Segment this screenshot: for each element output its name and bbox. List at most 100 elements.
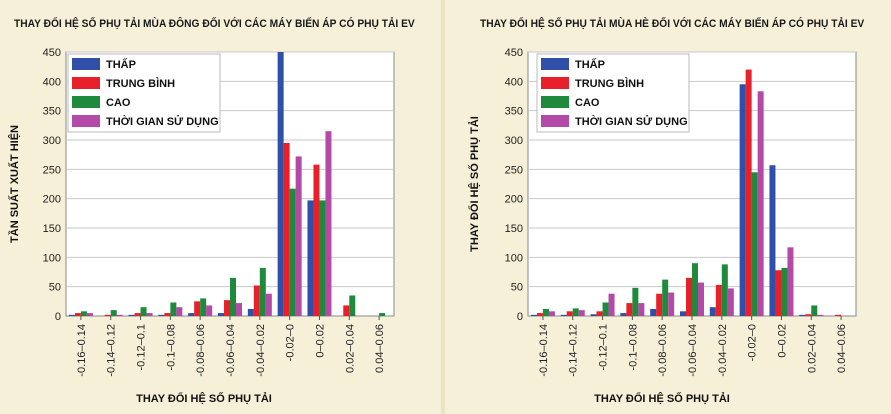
bar xyxy=(656,293,663,316)
bar xyxy=(560,314,567,316)
bar xyxy=(650,308,657,316)
bar xyxy=(548,311,555,316)
bar xyxy=(140,307,147,316)
bar xyxy=(572,308,579,316)
x-tick-label: 0.02–0.04 xyxy=(806,324,818,373)
bar xyxy=(295,156,302,316)
x-tick-label: -0.14–0.12 xyxy=(568,324,580,377)
y-axis-label: THAY ĐỔI HỆ SỐ PHỤ TẢI xyxy=(467,116,481,252)
bar xyxy=(319,200,326,316)
x-tick-label: 0.02–0.04 xyxy=(344,324,356,373)
bar xyxy=(110,310,117,316)
bar xyxy=(218,313,224,316)
bar xyxy=(68,314,75,316)
y-tick-label: 450 xyxy=(505,47,523,59)
y-tick-label: 0 xyxy=(517,311,523,323)
bar xyxy=(715,284,722,316)
bar xyxy=(638,303,645,316)
y-tick-label: 450 xyxy=(43,47,61,59)
bar xyxy=(343,305,350,316)
bar xyxy=(224,300,230,316)
bar xyxy=(811,305,818,316)
legend-label: CAO xyxy=(106,97,131,109)
bar xyxy=(128,314,135,316)
bar xyxy=(727,288,734,316)
y-tick-label: 400 xyxy=(43,76,61,88)
bar xyxy=(817,314,824,316)
bar xyxy=(590,314,597,316)
y-tick-label: 100 xyxy=(505,252,523,264)
bar xyxy=(709,307,716,316)
legend-label: CAO xyxy=(575,97,600,109)
bar xyxy=(116,314,123,316)
bar xyxy=(176,307,183,316)
legend-swatch xyxy=(541,96,569,108)
bar xyxy=(608,293,615,316)
y-tick-label: 250 xyxy=(505,164,523,176)
x-tick-label: -0.08–0.06 xyxy=(657,324,669,377)
bar xyxy=(164,313,171,316)
x-tick-label: -0.02–0 xyxy=(285,324,297,361)
x-tick-label: -0.08–0.06 xyxy=(195,324,207,377)
chart-panel-summer: THAY ĐỔI HỆ SỐ PHỤ TẢI MÙA HÈ ĐỐI VỚI CÁ… xyxy=(446,0,891,414)
bar xyxy=(668,292,675,316)
bar xyxy=(739,84,746,317)
x-tick-label: -0.06–0.04 xyxy=(687,324,699,377)
x-tick-label: -0.06–0.04 xyxy=(225,324,237,377)
chart-panel-winter: THAY ĐỔI HỆ SỐ PHỤ TẢI MÙA ĐÔNG ĐỐI VỚI … xyxy=(0,0,440,414)
x-tick-label: 0.04–0.06 xyxy=(836,324,848,373)
legend-swatch xyxy=(72,77,100,89)
bar xyxy=(578,310,585,316)
y-tick-label: 150 xyxy=(43,223,61,235)
bar xyxy=(662,279,669,316)
bar xyxy=(200,298,207,316)
legend-swatch xyxy=(541,58,569,70)
bar xyxy=(283,142,290,316)
bar xyxy=(379,313,386,316)
y-tick-label: 50 xyxy=(511,282,523,294)
bar xyxy=(307,200,314,316)
bar xyxy=(799,314,806,316)
bar xyxy=(626,303,633,316)
bar xyxy=(769,165,776,316)
bar xyxy=(781,267,788,316)
y-tick-label: 50 xyxy=(49,282,61,294)
x-tick-label: -0.14–0.12 xyxy=(106,324,118,377)
legend: THẤP TRUNG BÌNH CAO THỜI GIAN SỬ DỤNG xyxy=(67,53,221,133)
bar xyxy=(247,308,254,316)
bar xyxy=(686,277,692,316)
bar xyxy=(775,270,782,316)
bar xyxy=(745,69,752,316)
x-tick-label: -0.04–0.02 xyxy=(717,324,729,377)
y-tick-label: 150 xyxy=(505,223,523,235)
bar xyxy=(632,287,639,316)
bar xyxy=(787,247,794,316)
bar xyxy=(86,313,93,316)
bar xyxy=(325,131,332,316)
x-tick-label: 0–0.02 xyxy=(776,324,788,358)
y-tick-label: 200 xyxy=(505,194,523,206)
bar xyxy=(602,302,609,316)
y-tick-label: 300 xyxy=(505,135,523,147)
legend-label: TRUNG BÌNH xyxy=(575,77,644,90)
x-tick-label: -0.04–0.02 xyxy=(255,324,267,377)
chart-title: THAY ĐỔI HỆ SỐ PHỤ TẢI MÙA HÈ ĐỐI VỚI CÁ… xyxy=(480,18,865,30)
bar xyxy=(692,263,698,316)
bar xyxy=(620,313,627,316)
y-tick-label: 200 xyxy=(43,194,61,206)
chart-canvas-summer: 0 50 100 150 200 250 300 350 400 450 -0.16–0.14 -0.… xyxy=(467,47,857,405)
legend-swatch xyxy=(72,96,100,108)
bar xyxy=(146,313,153,316)
legend-swatch xyxy=(541,77,569,89)
bar xyxy=(566,311,573,316)
x-tick-label: -0.1–0.08 xyxy=(627,324,639,370)
x-tick-label: -0.02–0 xyxy=(747,324,759,361)
x-tick-label: 0.04–0.06 xyxy=(374,324,386,373)
legend-label: THỜI GIAN SỬ DỤNG xyxy=(106,115,219,128)
bar xyxy=(530,314,537,316)
bar xyxy=(680,311,686,316)
bar xyxy=(542,308,549,316)
bar xyxy=(277,52,284,316)
x-tick-label: -0.16–0.14 xyxy=(538,324,550,377)
legend-label: THỜI GIAN SỬ DỤNG xyxy=(575,115,688,128)
